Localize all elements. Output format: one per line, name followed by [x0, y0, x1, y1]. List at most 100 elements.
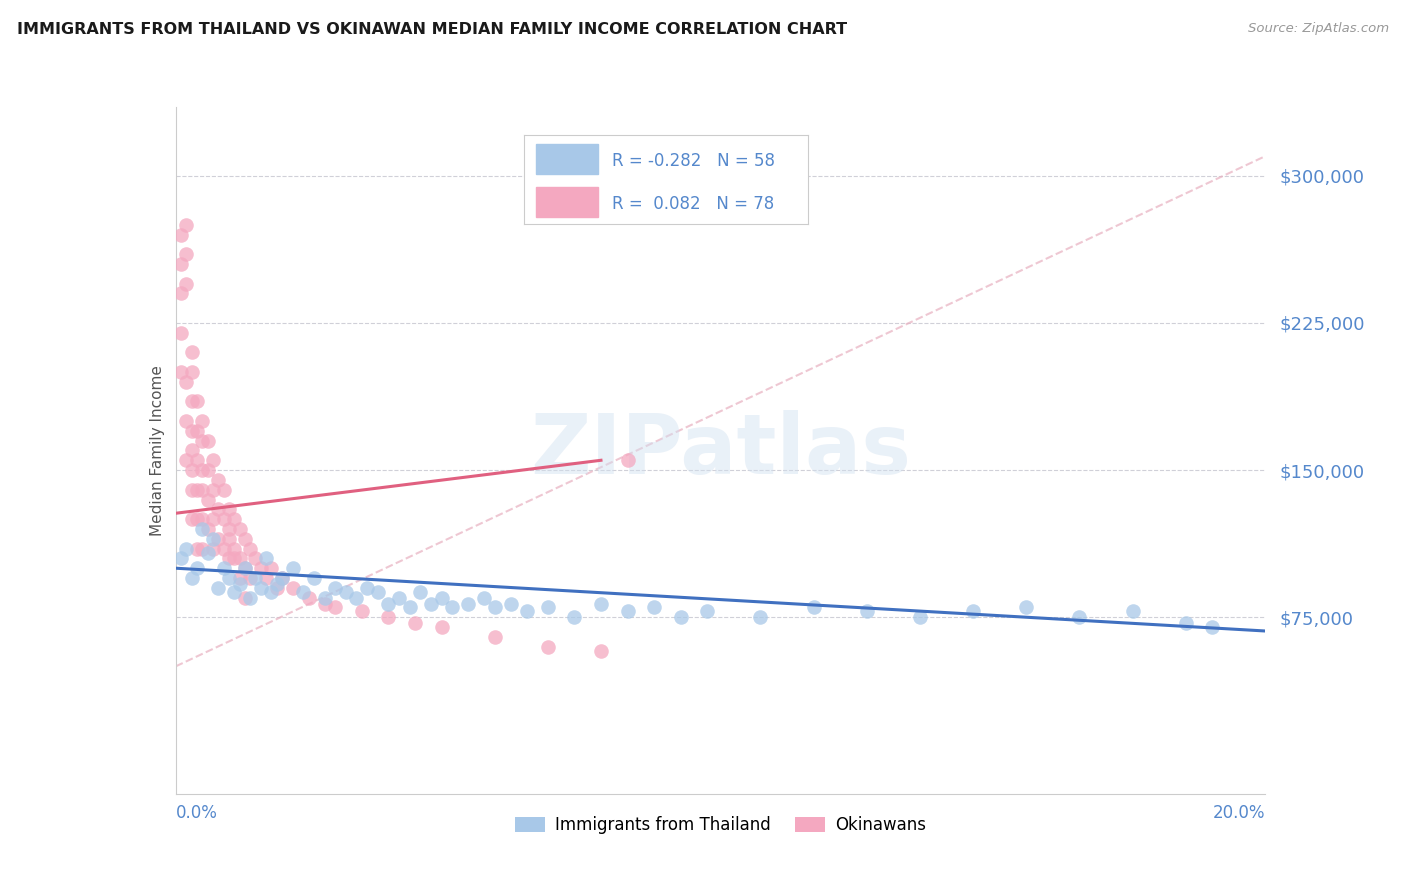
Point — [302, 571, 325, 585]
Point — [696, 604, 718, 618]
Point — [245, 571, 267, 585]
Point — [191, 522, 214, 536]
Point — [314, 591, 336, 605]
Point — [176, 277, 198, 291]
Point — [233, 591, 256, 605]
Point — [180, 443, 202, 458]
Point — [271, 571, 294, 585]
Point — [191, 483, 214, 497]
Point — [346, 591, 368, 605]
Text: Source: ZipAtlas.com: Source: ZipAtlas.com — [1249, 22, 1389, 36]
Point — [228, 577, 250, 591]
Point — [1069, 610, 1091, 624]
Point — [218, 571, 240, 585]
Point — [239, 591, 262, 605]
Point — [367, 584, 389, 599]
Point — [499, 597, 522, 611]
Point — [589, 643, 612, 657]
Point — [404, 616, 426, 631]
Point — [377, 610, 399, 624]
Point — [197, 434, 219, 448]
Point — [180, 345, 202, 359]
Point — [271, 571, 294, 585]
Point — [249, 561, 271, 575]
Legend: Immigrants from Thailand, Okinawans: Immigrants from Thailand, Okinawans — [508, 809, 934, 840]
Point — [398, 600, 420, 615]
Point — [356, 581, 378, 595]
Point — [180, 365, 202, 379]
Point — [180, 424, 202, 438]
Point — [266, 581, 288, 595]
Point — [170, 257, 193, 271]
Point — [228, 522, 250, 536]
Point — [314, 597, 336, 611]
Point — [180, 463, 202, 477]
Text: ZIPatlas: ZIPatlas — [530, 410, 911, 491]
Point — [207, 532, 229, 546]
Point — [616, 453, 638, 467]
Text: IMMIGRANTS FROM THAILAND VS OKINAWAN MEDIAN FAMILY INCOME CORRELATION CHART: IMMIGRANTS FROM THAILAND VS OKINAWAN MED… — [17, 22, 846, 37]
Point — [218, 522, 240, 536]
Point — [803, 600, 825, 615]
Point — [388, 591, 411, 605]
Point — [260, 561, 283, 575]
Point — [377, 597, 399, 611]
Point — [472, 591, 495, 605]
Point — [281, 561, 304, 575]
Point — [281, 581, 304, 595]
Point — [201, 541, 224, 556]
Point — [669, 610, 692, 624]
Point — [218, 532, 240, 546]
Point — [292, 584, 315, 599]
Point — [176, 453, 198, 467]
Point — [457, 597, 479, 611]
Point — [749, 610, 772, 624]
Point — [170, 286, 193, 301]
Point — [191, 463, 214, 477]
Point — [180, 512, 202, 526]
Point — [350, 604, 373, 618]
Point — [254, 551, 277, 566]
Point — [616, 604, 638, 618]
Point — [176, 414, 198, 428]
Point — [201, 453, 224, 467]
Y-axis label: Median Family Income: Median Family Income — [149, 365, 165, 536]
Point — [260, 584, 283, 599]
Point — [170, 365, 193, 379]
Point — [855, 604, 877, 618]
Bar — [536, 187, 598, 217]
Point — [564, 610, 586, 624]
Point — [589, 597, 612, 611]
Text: 20.0%: 20.0% — [1213, 804, 1265, 822]
Point — [233, 532, 256, 546]
Point — [245, 551, 267, 566]
Point — [239, 541, 262, 556]
Point — [224, 541, 246, 556]
Text: R =  0.082   N = 78: R = 0.082 N = 78 — [612, 195, 775, 213]
Point — [484, 600, 506, 615]
Point — [212, 512, 235, 526]
Point — [643, 600, 665, 615]
Point — [537, 640, 560, 654]
Point — [180, 571, 202, 585]
Point — [186, 483, 208, 497]
Point — [180, 483, 202, 497]
Point — [1121, 604, 1143, 618]
Point — [191, 541, 214, 556]
Point — [516, 604, 538, 618]
Point — [233, 561, 256, 575]
Point — [218, 502, 240, 516]
Point — [1201, 620, 1223, 634]
Point — [1015, 600, 1038, 615]
Point — [191, 512, 214, 526]
Text: R = -0.282   N = 58: R = -0.282 N = 58 — [612, 153, 775, 170]
Point — [186, 541, 208, 556]
Point — [228, 571, 250, 585]
Point — [176, 247, 198, 261]
Point — [186, 394, 208, 409]
Point — [249, 581, 271, 595]
Point — [239, 571, 262, 585]
Point — [207, 581, 229, 595]
Point — [224, 512, 246, 526]
Point — [201, 483, 224, 497]
